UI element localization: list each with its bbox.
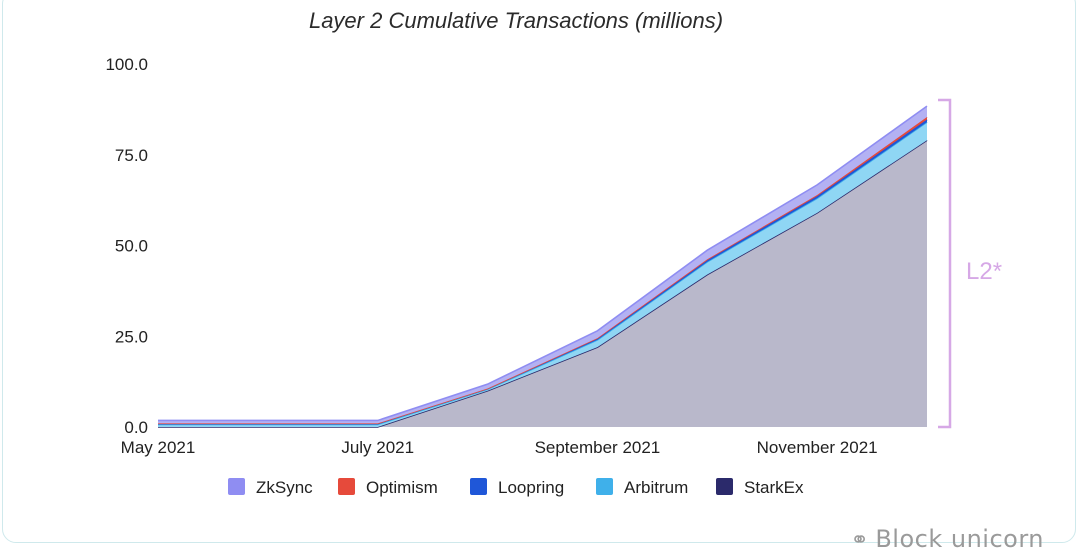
area-starkex <box>158 140 927 428</box>
legend: ZkSync Optimism Loopring Arbitrum StarkEx <box>228 478 804 497</box>
y-tick-label: 50.0 <box>115 237 148 256</box>
watermark-text: Block unicorn <box>875 525 1044 553</box>
legend-label-zksync: ZkSync <box>256 478 313 497</box>
watermark: ⚭ Block unicorn <box>850 525 1044 553</box>
l2-bracket: L2* <box>938 98 1002 429</box>
legend-swatch-arbitrum <box>596 478 613 495</box>
area-arbitrum <box>158 122 927 427</box>
y-axis-ticks: 100.0 75.0 50.0 25.0 0.0 <box>105 55 148 437</box>
bracket-line <box>938 98 952 429</box>
x-tick-label: November 2021 <box>757 438 878 457</box>
x-axis-ticks: May 2021 July 2021 September 2021 November … <box>121 438 878 457</box>
legend-swatch-zksync <box>228 478 245 495</box>
y-tick-label: 0.0 <box>124 418 148 437</box>
stacked-areas <box>158 105 928 428</box>
y-tick-label: 25.0 <box>115 327 148 346</box>
line-zksync <box>158 105 928 422</box>
legend-label-starkex: StarkEx <box>744 478 804 497</box>
x-tick-label: May 2021 <box>121 438 196 457</box>
y-tick-label: 75.0 <box>115 146 148 165</box>
x-tick-label: September 2021 <box>535 438 661 457</box>
card-border <box>2 0 1076 543</box>
legend-swatch-optimism <box>338 478 355 495</box>
chart-title: Layer 2 Cumulative Transactions (million… <box>308 8 724 33</box>
area-zksync <box>158 106 927 424</box>
y-tick-label: 100.0 <box>105 55 148 74</box>
wechat-icon: ⚭ <box>850 528 870 553</box>
bracket-label: L2* <box>966 258 1002 285</box>
legend-label-loopring: Loopring <box>498 478 564 497</box>
legend-label-arbitrum: Arbitrum <box>624 478 688 497</box>
x-tick-label: July 2021 <box>341 438 414 457</box>
legend-label-optimism: Optimism <box>366 478 438 497</box>
legend-swatch-starkex <box>716 478 733 495</box>
legend-swatch-loopring <box>470 478 487 495</box>
